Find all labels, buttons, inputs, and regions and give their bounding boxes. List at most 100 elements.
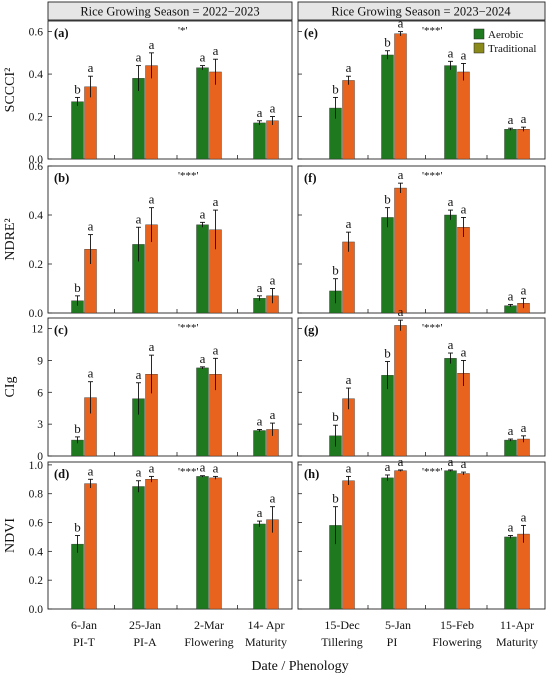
panel-label: (d): [54, 467, 69, 481]
bar-traditional: [266, 519, 279, 610]
group-letter: a: [88, 219, 94, 234]
right-season-header: Rice Growing Season = 2023−2024: [331, 5, 511, 19]
bar-aerobic: [444, 470, 457, 610]
y-axis-label: CIg: [3, 377, 18, 398]
group-letter: a: [346, 372, 352, 387]
group-letter: a: [448, 454, 454, 469]
x-date-label: 11-Apr: [500, 618, 534, 632]
panel-frame: [297, 20, 546, 160]
group-letter: b: [332, 409, 339, 424]
bar-traditional: [457, 71, 470, 160]
x-stage-label: Flowering: [432, 635, 481, 649]
panel-frame: [297, 317, 546, 457]
y-tick-label: 0.0: [29, 154, 44, 166]
legend-traditional-label: Traditional: [488, 43, 537, 55]
group-letter: b: [384, 192, 391, 207]
group-letter: a: [200, 206, 206, 221]
x-stage-label: Maturity: [245, 635, 287, 649]
panel-frame: [47, 461, 293, 610]
legend-aerobic-swatch: [473, 28, 485, 40]
y-tick-label: 0.8: [29, 489, 44, 501]
x-date-label: 15-Feb: [440, 618, 474, 632]
bar-traditional: [394, 325, 407, 457]
group-letter: a: [213, 194, 219, 209]
group-letter: a: [346, 60, 352, 75]
panel-label: (b): [54, 171, 69, 185]
x-date-label: 25-Jan: [129, 618, 161, 632]
group-letter: a: [270, 491, 276, 506]
group-letter: a: [461, 344, 467, 359]
bar-traditional: [457, 473, 470, 610]
group-letter: b: [74, 520, 81, 535]
group-letter: a: [448, 45, 454, 60]
left-season-header-box: [47, 1, 293, 21]
group-letter: a: [136, 50, 142, 65]
x-axis-title: Date / Phenology: [251, 659, 348, 674]
bar-aerobic: [132, 486, 145, 610]
right-season-header-box: [297, 1, 546, 21]
group-letter: a: [149, 192, 155, 207]
bar-traditional: [394, 187, 407, 314]
bar-aerobic: [71, 543, 84, 610]
bar-traditional: [145, 65, 158, 160]
group-letter: a: [508, 423, 514, 438]
bar-traditional: [517, 533, 530, 610]
bar-aerobic: [444, 65, 457, 160]
group-letter: a: [88, 463, 94, 478]
group-letter: a: [149, 339, 155, 354]
x-stage-label: Maturity: [496, 635, 538, 649]
panel-frame: [47, 165, 293, 314]
bar-aerobic: [196, 367, 209, 457]
y-tick-label: 3: [37, 419, 43, 431]
bar-aerobic: [504, 536, 517, 610]
group-letter: a: [461, 456, 467, 471]
bar-aerobic: [381, 54, 394, 160]
bar-aerobic: [253, 430, 266, 457]
bar-traditional: [342, 80, 355, 160]
x-labels-right: 15-Dec Tillering 5-Jan PI 15-Feb Floweri…: [321, 618, 538, 649]
group-letter: a: [398, 167, 404, 182]
y-tick-label: 0.2: [29, 112, 44, 124]
y-tick-label: 12: [32, 324, 44, 336]
group-letter: a: [385, 459, 391, 474]
significance-label: '***': [422, 466, 442, 478]
group-letter: a: [448, 337, 454, 352]
significance-label: '***': [178, 322, 198, 334]
y-tick-label: 0.0: [29, 308, 44, 320]
group-letter: a: [88, 60, 94, 75]
bar-traditional: [517, 129, 530, 160]
group-letter: a: [521, 111, 527, 126]
panel-label: (f): [304, 171, 317, 185]
group-letter: a: [448, 194, 454, 209]
significance-label: '*': [178, 25, 187, 37]
group-letter: a: [508, 112, 514, 127]
bar-traditional: [84, 86, 97, 160]
y-tick-label: 0.0: [29, 604, 44, 616]
x-date-label: 2-Mar: [194, 618, 224, 632]
y-tick-label: 0: [37, 451, 43, 463]
group-letter: b: [332, 81, 339, 96]
legend-traditional-swatch: [473, 42, 485, 54]
group-letter: a: [213, 342, 219, 357]
y-tick-label: 0.6: [29, 518, 44, 530]
significance-label: '***': [178, 170, 198, 182]
bar-traditional: [84, 483, 97, 610]
bar-aerobic: [196, 67, 209, 160]
group-letter: a: [213, 43, 219, 58]
significance-label: '***': [422, 170, 442, 182]
group-letter: a: [257, 413, 263, 428]
group-letter: a: [257, 505, 263, 520]
bar-aerobic: [504, 129, 517, 160]
group-letter: b: [74, 280, 81, 295]
group-letter: a: [508, 520, 514, 535]
y-tick-label: 0.4: [29, 69, 44, 81]
